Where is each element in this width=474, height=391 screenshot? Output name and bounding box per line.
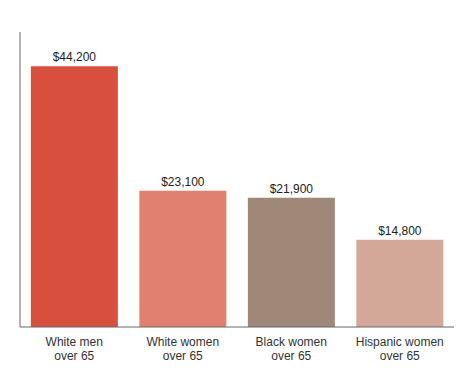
svg-text:White menover 65: White menover 65 <box>46 335 103 363</box>
svg-text:$23,100: $23,100 <box>161 175 205 189</box>
svg-text:Black womenover 65: Black womenover 65 <box>256 335 327 363</box>
svg-text:Hispanic womenover 65: Hispanic womenover 65 <box>356 335 444 363</box>
svg-text:$44,200: $44,200 <box>53 50 97 64</box>
svg-text:$21,900: $21,900 <box>270 182 314 196</box>
svg-text:White womenover 65: White womenover 65 <box>146 335 219 363</box>
svg-text:$14,800: $14,800 <box>378 224 422 238</box>
